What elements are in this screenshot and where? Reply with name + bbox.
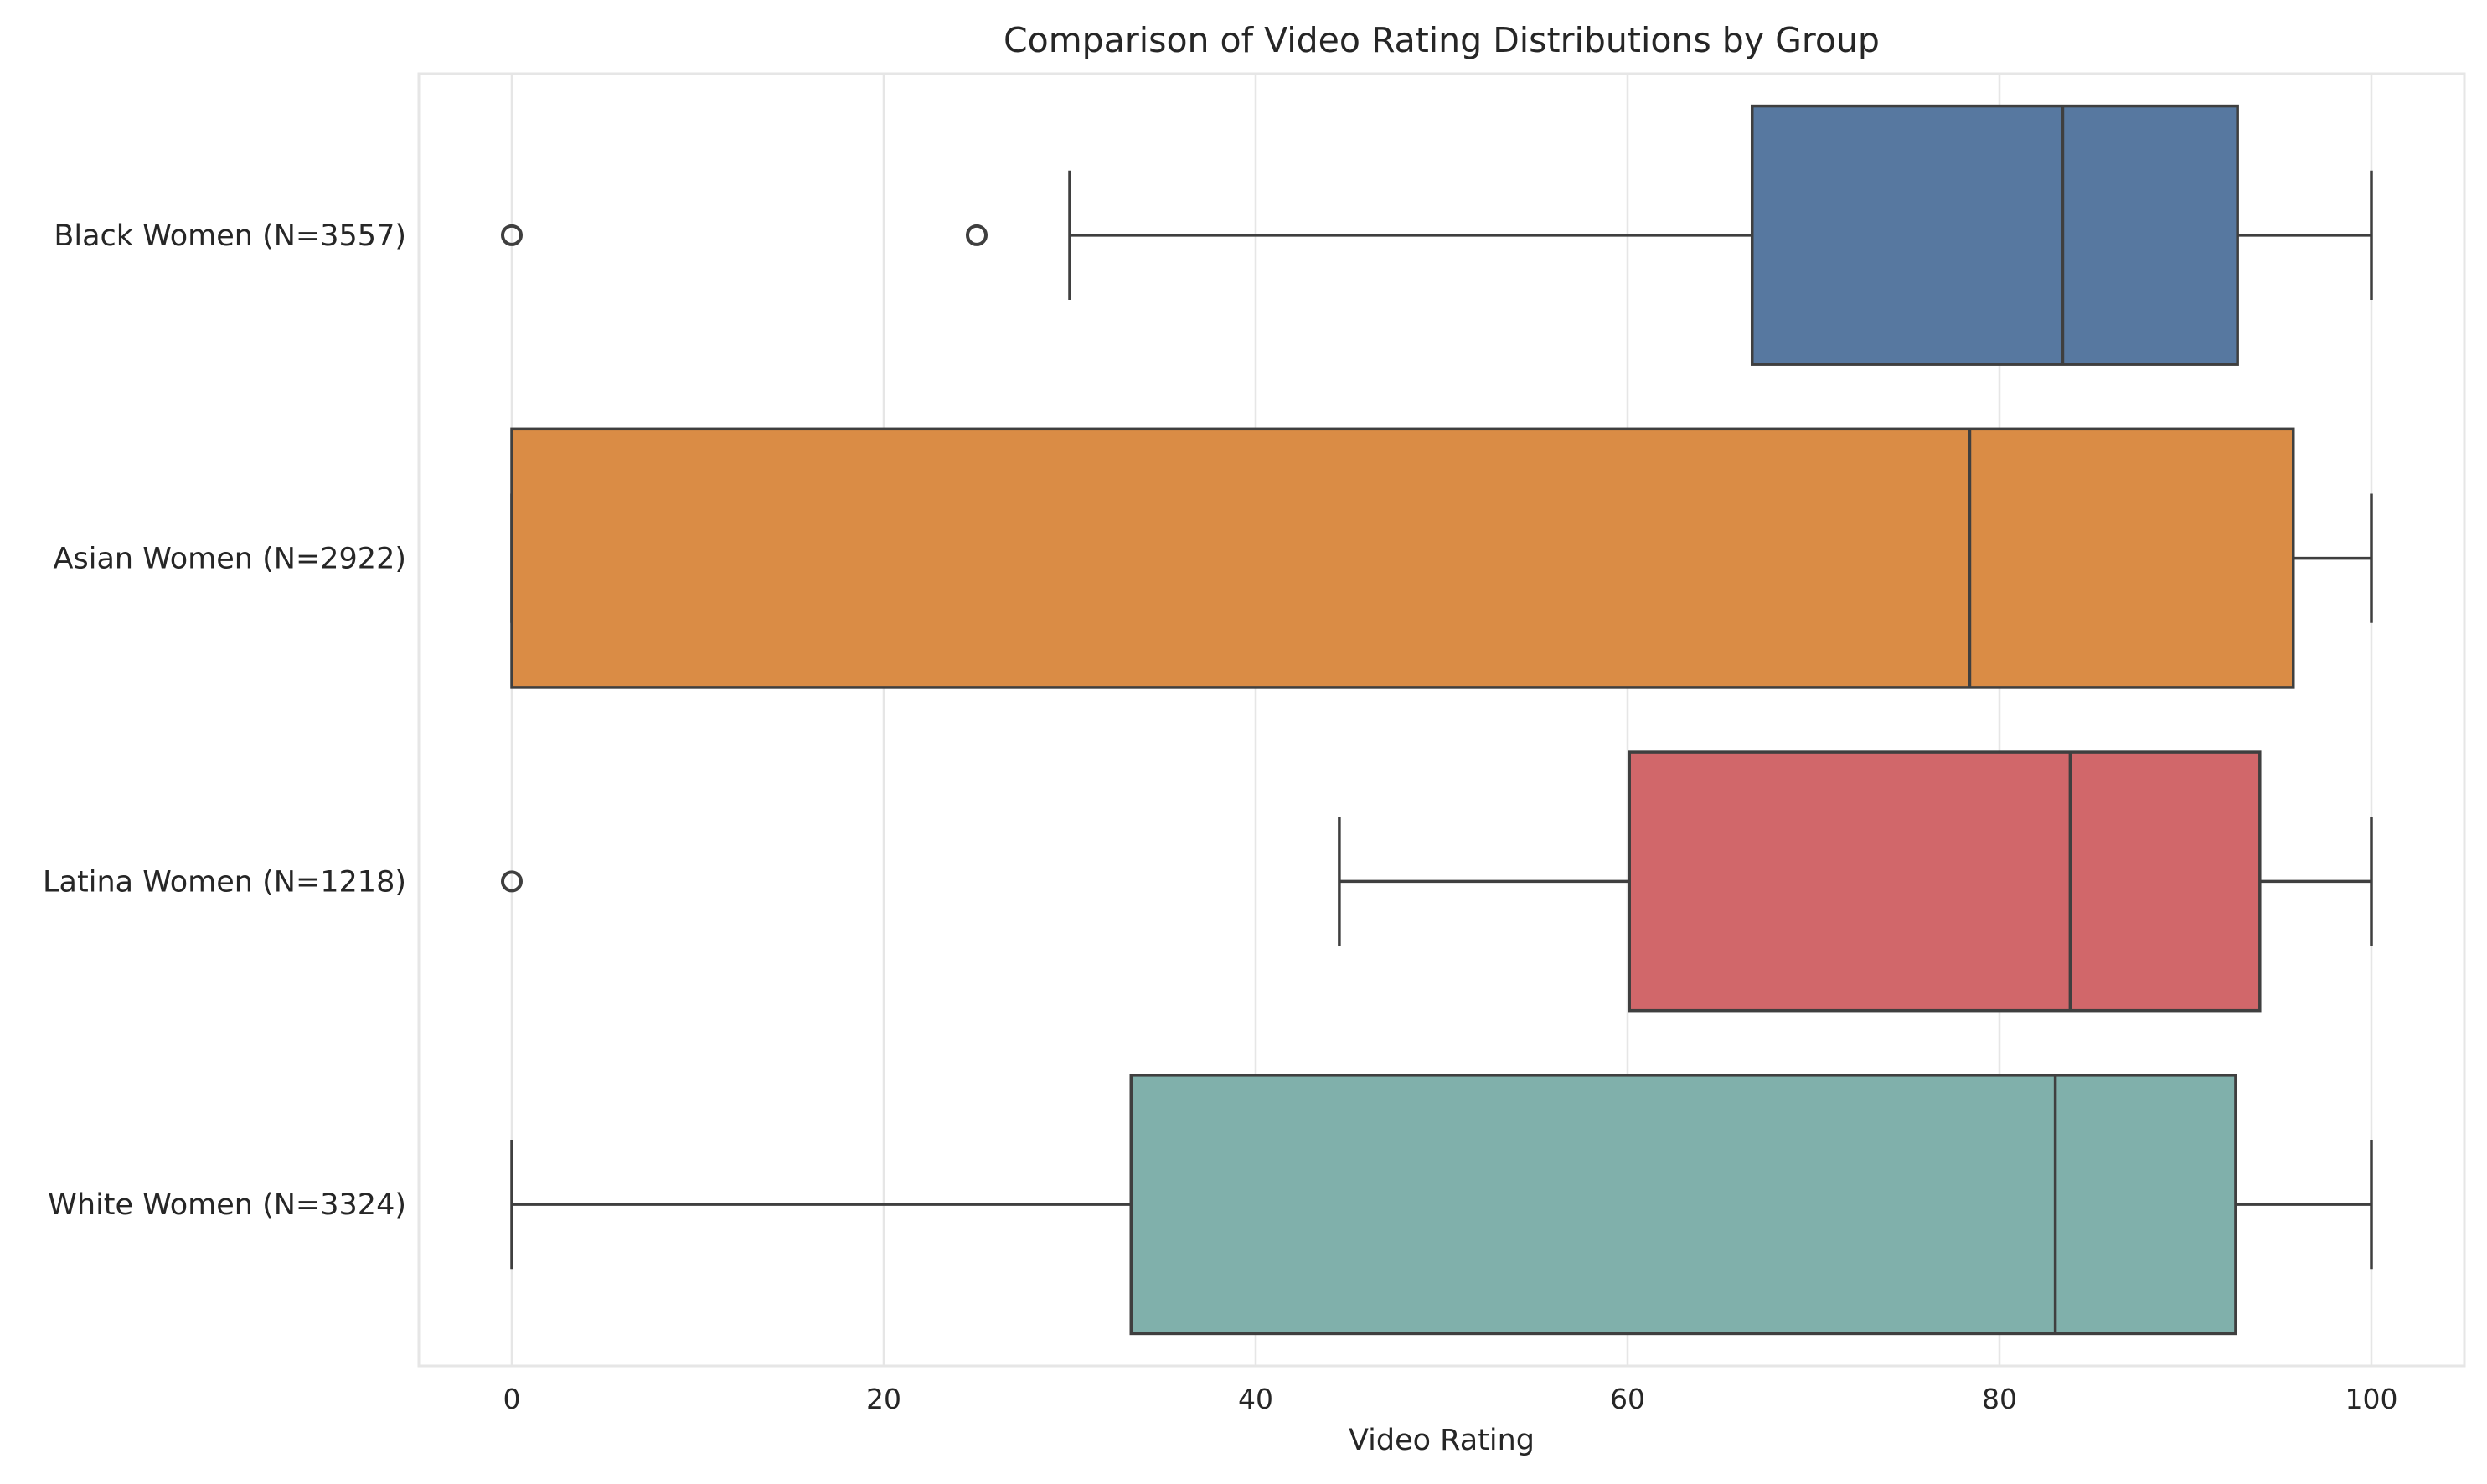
x-tick-label: 60: [1610, 1383, 1645, 1415]
y-category-label: Black Women (N=3557): [54, 219, 406, 253]
iqr-box: [510, 427, 2295, 689]
chart-title: Comparison of Video Rating Distributions…: [1004, 20, 1880, 60]
tick-layer: 0 20 40 60 80 100: [503, 1383, 2398, 1415]
x-tick-label: 80: [1982, 1383, 2017, 1415]
x-tick-label: 40: [1238, 1383, 1273, 1415]
outlier-point: [501, 870, 523, 893]
y-category-label: White Women (N=3324): [48, 1188, 406, 1222]
box-group: [510, 427, 2373, 689]
box-group: [501, 104, 2373, 366]
box-group: [501, 750, 2373, 1013]
outlier-point: [501, 224, 523, 246]
outlier-point: [966, 224, 988, 246]
iqr-box: [1750, 104, 2239, 366]
x-tick-label: 20: [866, 1383, 901, 1415]
x-tick-label: 0: [503, 1383, 521, 1415]
x-axis-label: Video Rating: [1349, 1424, 1535, 1457]
category-layer: Black Women (N=3557) Asian Women (N=2922)…: [43, 219, 406, 1222]
box-group: [510, 1074, 2373, 1336]
plot-frame: [417, 72, 2466, 1368]
y-category-label: Latina Women (N=1218): [43, 865, 406, 899]
box-layer: [501, 104, 2373, 1336]
x-tick-label: 100: [2345, 1383, 2398, 1415]
iqr-box: [1129, 1074, 2237, 1336]
iqr-box: [1628, 750, 2262, 1013]
y-category-label: Asian Women (N=2922): [54, 543, 406, 576]
